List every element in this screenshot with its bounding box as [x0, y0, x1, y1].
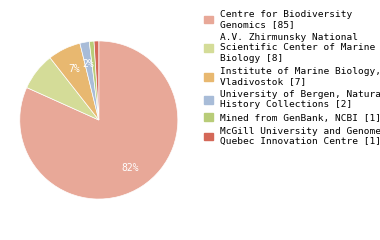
- Legend: Centre for Biodiversity
Genomics [85], A.V. Zhirmunsky National
Scientific Cente: Centre for Biodiversity Genomics [85], A…: [204, 10, 380, 146]
- Wedge shape: [20, 41, 178, 199]
- Wedge shape: [50, 43, 99, 120]
- Text: 7%: 7%: [68, 64, 80, 74]
- Text: 2%: 2%: [83, 59, 94, 69]
- Wedge shape: [27, 58, 99, 120]
- Wedge shape: [94, 41, 99, 120]
- Wedge shape: [89, 41, 99, 120]
- Wedge shape: [80, 42, 99, 120]
- Text: 82%: 82%: [121, 163, 139, 173]
